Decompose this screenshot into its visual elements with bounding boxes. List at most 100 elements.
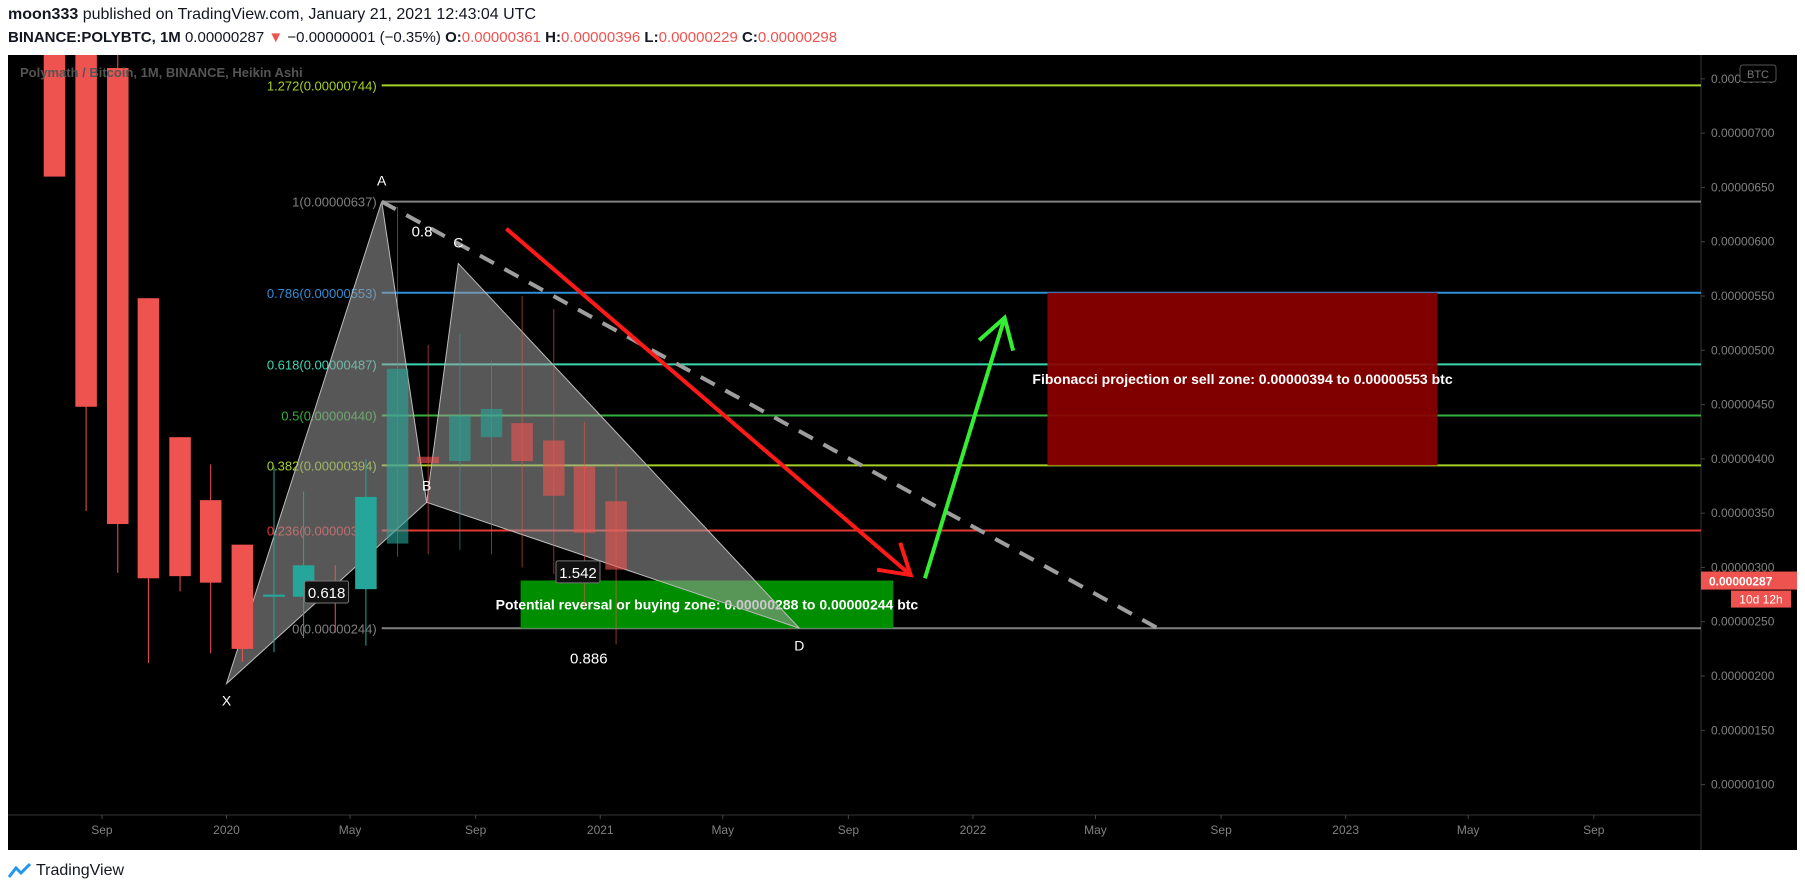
tradingview-logo-icon	[8, 862, 32, 878]
candle-body	[573, 466, 596, 533]
ratio-label: 0.886	[570, 650, 608, 667]
y-tick-label: 0.00000100	[1711, 778, 1775, 792]
x-tick-label: 2020	[213, 823, 240, 837]
candle-body	[199, 500, 222, 583]
publish-text: published on TradingView.com, January 21…	[82, 6, 537, 23]
ratio-label-box	[304, 580, 350, 604]
y-tick-label: 0.00000350	[1711, 506, 1775, 520]
publish-info: moon333 published on TradingView.com, Ja…	[8, 6, 536, 24]
high-label: H:	[545, 29, 561, 46]
candle-body	[386, 368, 409, 544]
countdown-tag-label: 10d 12h	[1739, 593, 1782, 607]
candle-body	[417, 456, 439, 464]
candle-body	[231, 544, 254, 649]
last-price: 0.00000287	[184, 29, 265, 46]
y-tick-label: 0.00000650	[1711, 180, 1775, 194]
x-tick-label: Sep	[1210, 823, 1232, 837]
currency-badge[interactable]: BTC	[1739, 64, 1777, 83]
ratio-label: 0.618	[308, 585, 346, 602]
up-arrowhead	[977, 314, 1016, 352]
price-chart[interactable]: 1.272(0.00000744) 1(0.00000637) 0.786(0.00…	[8, 55, 1797, 850]
fib-label: 1(0.00000637)	[292, 195, 377, 210]
x-tick-label: May	[1457, 823, 1480, 837]
candle-body	[75, 55, 97, 407]
fib-label: 0(0.00000244)	[292, 621, 377, 636]
arrows	[505, 227, 1016, 579]
low-label: L:	[644, 29, 659, 46]
footer-brand-label: TradingView	[36, 862, 125, 879]
price-change: −0.00000001 (−0.35%)	[287, 29, 441, 46]
x-tick-label: Sep	[91, 823, 113, 837]
candle-body	[480, 408, 503, 438]
up-arrow	[923, 317, 1007, 579]
chart-title: Polymath / Bitcoin, 1M, BINANCE, Heikin …	[20, 65, 303, 80]
footer-brand[interactable]: TradingView	[8, 862, 124, 880]
candles	[43, 55, 627, 663]
candle-body	[43, 55, 66, 177]
candle-body	[107, 68, 129, 525]
x-tick-label: 2023	[1332, 823, 1359, 837]
y-tick-label: 0.00000150	[1711, 723, 1775, 737]
countdown-tag	[1731, 590, 1791, 608]
open-value: 0.00000361	[461, 29, 541, 46]
y-tick-label: 0.00000450	[1711, 398, 1775, 412]
dashed-trendline	[380, 199, 1159, 631]
sell-zone	[1047, 292, 1438, 466]
zones: Fibonacci projection or sell zone: 0.000…	[496, 292, 1453, 629]
time-axis: Sep 2020 May Sep 2021 May Sep 2022 May Sep 2023 May…	[91, 815, 1605, 837]
last-price-tag-label: 0.00000287	[1709, 575, 1773, 589]
y-tick-label: 0.00000400	[1711, 452, 1775, 466]
currency-badge-label: BTC	[1747, 69, 1769, 81]
candle-body	[263, 594, 285, 597]
y-tick-label: 0.00000500	[1711, 343, 1775, 357]
point-label-x: X	[222, 693, 232, 709]
candle-body	[169, 437, 191, 577]
x-tick-label: May	[1084, 823, 1107, 837]
y-tick-label: 0.00000200	[1711, 669, 1775, 683]
down-arrow-icon: ▼	[268, 29, 284, 46]
last-price-tag	[1701, 571, 1797, 590]
trendline	[380, 199, 1159, 631]
down-arrowhead	[876, 542, 914, 578]
ratio-label: 0.8	[412, 224, 433, 241]
y-tick-label: 0.00000300	[1711, 560, 1775, 574]
sell-zone-label: Fibonacci projection or sell zone: 0.000…	[1032, 371, 1452, 387]
y-tick-label: 0.00000600	[1711, 235, 1775, 249]
ratio-label-box	[555, 560, 601, 584]
high-value: 0.00000396	[560, 29, 641, 46]
point-label-d: D	[794, 637, 804, 653]
chart-background	[8, 55, 1797, 850]
buy-zone-label: Potential reversal or buying zone: 0.000…	[496, 596, 919, 612]
symbol-info: BINANCE:POLYBTC, 1M 0.00000287 ▼ −0.0000…	[8, 29, 837, 46]
x-tick-label: Sep	[465, 823, 487, 837]
fib-label: 0.786(0.00000553)	[267, 286, 377, 301]
candle-body	[511, 423, 533, 462]
x-tick-label: May	[711, 823, 734, 837]
down-arrow	[505, 227, 912, 577]
y-tick-label: 0.00000250	[1711, 615, 1775, 629]
x-tick-label: 2022	[960, 823, 987, 837]
low-value: 0.00000229	[658, 29, 738, 46]
fib-label: 1.272(0.00000744)	[267, 78, 377, 93]
x-tick-label: Sep	[1583, 823, 1605, 837]
point-label-c: C	[453, 234, 463, 250]
x-tick-label: May	[339, 823, 362, 837]
candle-body	[543, 440, 565, 496]
point-label-a: A	[377, 173, 387, 189]
pattern-labels: X A B C D 0.618 0.8 0.886 1.542	[222, 173, 805, 709]
y-tick-label: 0.00000550	[1711, 289, 1775, 303]
point-label-b: B	[422, 477, 431, 493]
close-label: C:	[742, 29, 758, 46]
candle-body	[355, 496, 377, 590]
x-tick-label: Sep	[838, 823, 860, 837]
author-name[interactable]: moon333	[8, 6, 79, 23]
x-tick-label: 2021	[587, 823, 614, 837]
open-label: O:	[445, 29, 462, 46]
symbol-label: BINANCE:POLYBTC, 1M	[8, 29, 181, 46]
candle-body	[605, 501, 627, 570]
close-value: 0.00000298	[757, 29, 838, 46]
ratio-label: 1.542	[559, 565, 597, 582]
candle-body	[137, 298, 160, 579]
candle-body	[449, 415, 471, 462]
y-tick-label: 0.00000700	[1711, 126, 1775, 140]
